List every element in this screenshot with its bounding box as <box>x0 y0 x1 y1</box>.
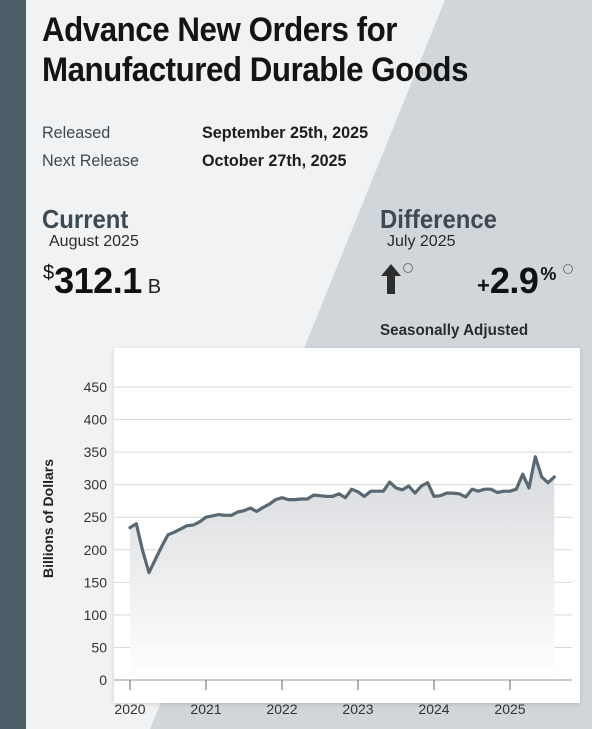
left-accent-bar <box>0 0 26 729</box>
current-value: $312.1 B <box>43 260 161 302</box>
y-tick-label: 0 <box>99 672 107 688</box>
x-tick-label: 2023 <box>342 701 373 717</box>
x-tick-label: 2022 <box>266 701 297 717</box>
next-release-label: Next Release <box>42 151 139 170</box>
info-icon[interactable] <box>403 263 413 273</box>
current-period: August 2025 <box>49 233 139 250</box>
arrow-up-icon <box>381 264 401 294</box>
current-unit: B <box>147 276 162 298</box>
y-tick-label: 350 <box>84 444 108 460</box>
current-heading: Current <box>42 204 129 234</box>
title-line-1: Advance New Orders for <box>42 11 397 49</box>
title-line-2: Manufactured Durable Goods <box>42 51 469 89</box>
difference-number: 2.9 <box>489 260 539 301</box>
difference-value: +2.9% <box>477 260 556 302</box>
page-title: Advance New Orders for Manufactured Dura… <box>42 10 539 90</box>
y-tick-label: 400 <box>84 412 108 428</box>
y-tick-label: 200 <box>84 542 108 558</box>
difference-unit: % <box>540 264 557 284</box>
series-line <box>128 455 556 575</box>
series-area <box>130 456 555 680</box>
released-value: September 25th, 2025 <box>202 123 369 142</box>
currency-symbol: $ <box>43 262 55 284</box>
difference-period: July 2025 <box>387 233 456 250</box>
y-tick-label: 50 <box>91 639 107 655</box>
x-tick-label: 2020 <box>114 701 145 717</box>
x-tick-label: 2025 <box>494 701 525 717</box>
y-tick-label: 150 <box>84 574 108 590</box>
info-icon[interactable] <box>563 264 573 274</box>
x-tick-label: 2021 <box>190 701 221 717</box>
seasonally-adjusted-note: Seasonally Adjusted <box>380 322 529 339</box>
y-tick-label: 300 <box>84 477 108 493</box>
current-number: 312.1 <box>54 260 142 301</box>
difference-sign: + <box>477 273 490 298</box>
x-tick-label: 2024 <box>418 701 449 717</box>
y-tick-label: 100 <box>84 607 108 623</box>
released-label: Released <box>42 123 111 142</box>
difference-heading: Difference <box>380 204 497 234</box>
y-tick-label: 250 <box>84 509 108 525</box>
y-tick-label: 450 <box>84 379 108 395</box>
next-release-value: October 27th, 2025 <box>202 151 347 170</box>
